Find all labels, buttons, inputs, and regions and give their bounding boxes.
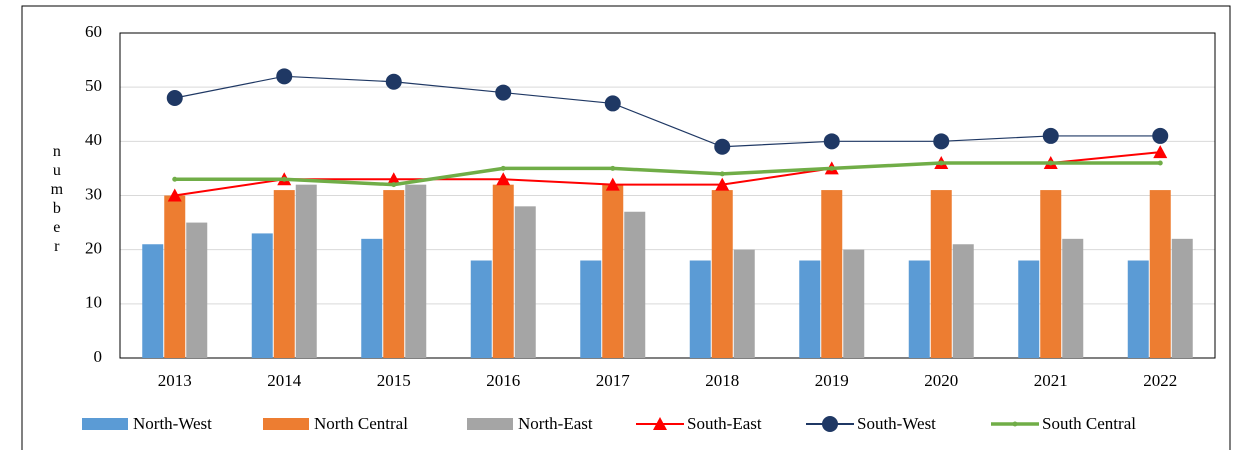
marker xyxy=(1152,127,1169,144)
marker xyxy=(385,73,402,90)
line xyxy=(174,151,1161,197)
bar xyxy=(492,184,514,358)
marker xyxy=(823,133,840,150)
marker xyxy=(172,176,178,182)
marker xyxy=(391,182,397,188)
bar xyxy=(733,249,755,358)
bar xyxy=(1062,238,1084,358)
x-tick-label: 2022 xyxy=(1143,371,1177,390)
marker xyxy=(1048,160,1054,166)
marker xyxy=(719,171,725,177)
legend-label: South-West xyxy=(857,414,936,433)
legend-label: North Central xyxy=(314,414,408,433)
x-tick-label: 2013 xyxy=(158,371,192,390)
marker xyxy=(276,68,293,85)
marker xyxy=(1153,145,1168,159)
y-tick-label: 30 xyxy=(85,184,102,203)
legend-label: South-East xyxy=(687,414,762,433)
marker xyxy=(605,177,620,191)
marker xyxy=(715,177,730,191)
bar xyxy=(186,222,208,358)
marker xyxy=(500,165,506,171)
legend-marker xyxy=(653,417,667,430)
legend-swatch xyxy=(263,418,309,430)
marker xyxy=(829,165,835,171)
x-tick-label: 2019 xyxy=(815,371,849,390)
bar xyxy=(821,190,843,358)
bar xyxy=(251,233,273,358)
marker xyxy=(386,172,401,186)
bar xyxy=(602,184,624,358)
x-tick-label: 2015 xyxy=(377,371,411,390)
marker xyxy=(714,138,731,155)
marker xyxy=(604,95,621,112)
bar xyxy=(711,190,733,358)
bar xyxy=(405,184,427,358)
legend-label: North-East xyxy=(518,414,593,433)
x-tick-label: 2021 xyxy=(1034,371,1068,390)
bar xyxy=(843,249,865,358)
line xyxy=(174,75,1161,148)
y-tick-label: 60 xyxy=(85,22,102,41)
line xyxy=(174,161,1161,187)
bar xyxy=(361,238,383,358)
marker xyxy=(166,90,183,106)
y-axis-label: number xyxy=(48,143,65,257)
bar xyxy=(930,190,952,358)
bar xyxy=(908,260,930,358)
bar xyxy=(470,260,492,358)
legend-swatch xyxy=(467,418,513,430)
bar xyxy=(1171,238,1193,358)
y-tick-label: 20 xyxy=(85,239,102,258)
y-tick-label: 40 xyxy=(85,130,102,149)
bar xyxy=(1040,190,1062,358)
bar xyxy=(273,190,295,358)
plot-frame xyxy=(119,32,1216,359)
x-tick-label: 2017 xyxy=(596,371,631,390)
marker xyxy=(281,176,287,182)
y-tick-label: 50 xyxy=(85,76,102,95)
x-tick-label: 2020 xyxy=(924,371,958,390)
bar xyxy=(799,260,821,358)
legend-label: South Central xyxy=(1042,414,1136,433)
bar xyxy=(689,260,711,358)
legend-swatch xyxy=(82,418,128,430)
y-tick-label: 10 xyxy=(85,293,102,312)
chart-frame xyxy=(21,5,1231,450)
x-tick-label: 2018 xyxy=(705,371,739,390)
legend-marker xyxy=(822,416,838,432)
bar xyxy=(624,211,646,358)
y-tick-label: 0 xyxy=(94,347,103,366)
bar xyxy=(1018,260,1040,358)
marker xyxy=(610,165,616,171)
legend-marker xyxy=(1012,421,1018,427)
bar xyxy=(164,195,186,358)
marker xyxy=(1157,160,1163,166)
bar xyxy=(1127,260,1149,358)
bar xyxy=(383,190,405,358)
bar xyxy=(1149,190,1171,358)
marker xyxy=(1042,127,1059,144)
marker xyxy=(933,133,950,150)
x-tick-label: 2014 xyxy=(267,371,302,390)
legend-label: North-West xyxy=(133,414,212,433)
bar xyxy=(295,184,317,358)
marker xyxy=(938,160,944,166)
bar xyxy=(514,206,536,358)
bar xyxy=(142,244,164,358)
marker xyxy=(495,84,512,101)
bar xyxy=(952,244,974,358)
bar xyxy=(580,260,602,358)
x-tick-label: 2016 xyxy=(486,371,520,390)
marker xyxy=(496,172,511,186)
marker xyxy=(167,188,182,202)
